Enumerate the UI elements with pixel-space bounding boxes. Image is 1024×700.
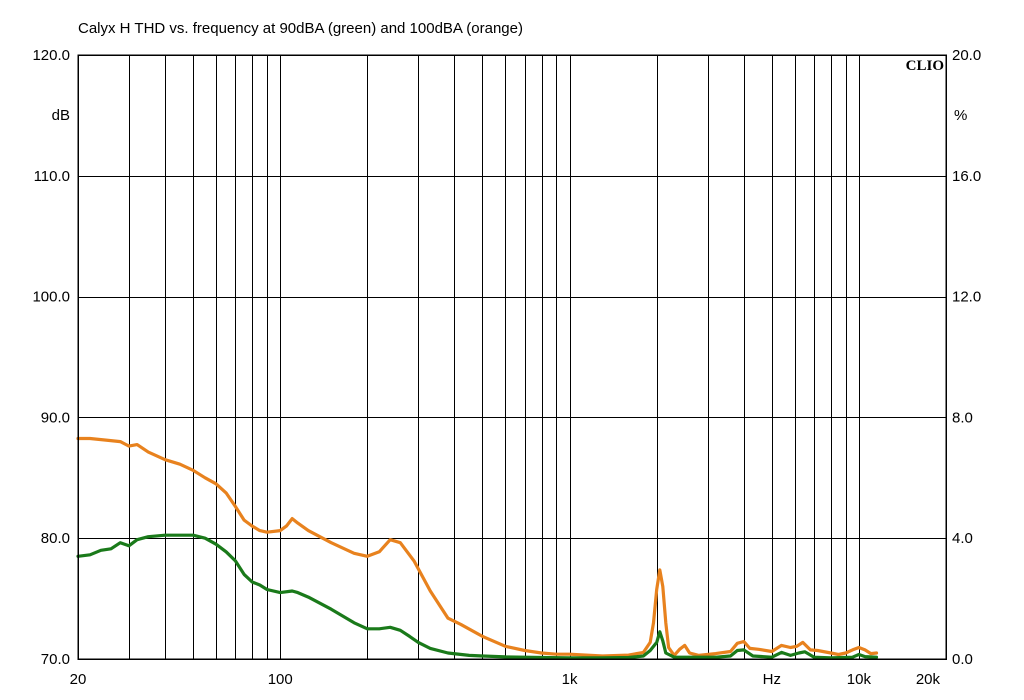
x-tick-label: 10k [847, 671, 872, 688]
y-tick-label: 70.0 [41, 651, 70, 668]
y-axis-unit-label: dB [52, 107, 70, 124]
x-tick-label: 20k [916, 671, 941, 688]
chart-title: Calyx H THD vs. frequency at 90dBA (gree… [78, 20, 523, 37]
y-tick-label: 110.0 [34, 168, 70, 185]
plot-frame [77, 54, 947, 660]
clio-brand-label: CLIO [906, 58, 944, 74]
x-tick-label: 100 [268, 671, 293, 688]
y-tick-label: 100.0 [32, 289, 70, 306]
y-tick-label: 120.0 [32, 47, 70, 64]
grid-lines [78, 55, 946, 659]
x-tick-label: 20 [70, 671, 87, 688]
y2-tick-label: 20.0 [952, 47, 981, 64]
y2-tick-label: 0.0 [952, 651, 973, 668]
y2-tick-label: 4.0 [952, 530, 973, 547]
x-axis-unit-label: Hz [763, 671, 781, 688]
y2-tick-label: 12.0 [952, 289, 981, 306]
series-layer [76, 436, 879, 660]
y-tick-label: 90.0 [41, 409, 70, 426]
y2-tick-label: 16.0 [952, 168, 981, 185]
series-line-1 [76, 436, 879, 658]
y2-axis-unit-label: % [954, 107, 967, 124]
y2-tick-label: 8.0 [952, 409, 973, 426]
x-tick-label: 1k [562, 671, 578, 688]
axis-labels: 70.0 80.0 90.0 100.0 110.0 120.0 0.0 4.0 8.0 12.0… [32, 47, 981, 688]
y-tick-label: 80.0 [41, 530, 70, 547]
series-line-2 [76, 533, 879, 660]
